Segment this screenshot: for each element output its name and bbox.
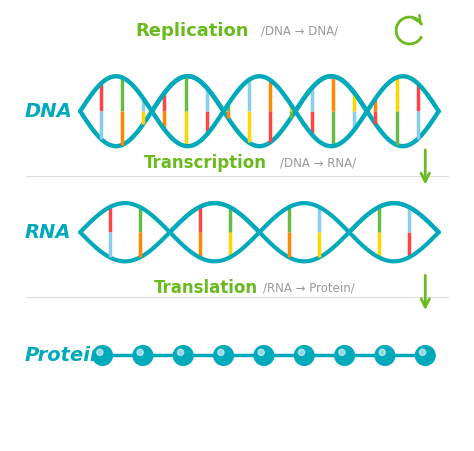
Text: /RNA → Protein/: /RNA → Protein/ xyxy=(263,282,355,295)
Circle shape xyxy=(97,349,103,355)
Circle shape xyxy=(93,345,112,365)
Circle shape xyxy=(299,349,305,355)
Circle shape xyxy=(379,349,385,355)
Circle shape xyxy=(258,349,264,355)
Text: /DNA → RNA/: /DNA → RNA/ xyxy=(280,156,356,169)
Circle shape xyxy=(254,345,274,365)
Circle shape xyxy=(133,345,153,365)
Text: Transcription: Transcription xyxy=(144,154,267,172)
Text: RNA: RNA xyxy=(24,223,71,242)
Text: Translation: Translation xyxy=(154,279,258,297)
Circle shape xyxy=(339,349,345,355)
Circle shape xyxy=(214,345,233,365)
Circle shape xyxy=(173,345,193,365)
Circle shape xyxy=(415,345,435,365)
Text: DNA: DNA xyxy=(24,102,72,121)
Circle shape xyxy=(294,345,314,365)
Circle shape xyxy=(419,349,426,355)
Circle shape xyxy=(375,345,395,365)
Circle shape xyxy=(335,345,355,365)
Text: /DNA → DNA/: /DNA → DNA/ xyxy=(261,24,338,37)
Circle shape xyxy=(137,349,143,355)
Text: Replication: Replication xyxy=(136,22,249,40)
Text: Protein: Protein xyxy=(24,346,104,365)
Circle shape xyxy=(218,349,224,355)
Circle shape xyxy=(177,349,183,355)
